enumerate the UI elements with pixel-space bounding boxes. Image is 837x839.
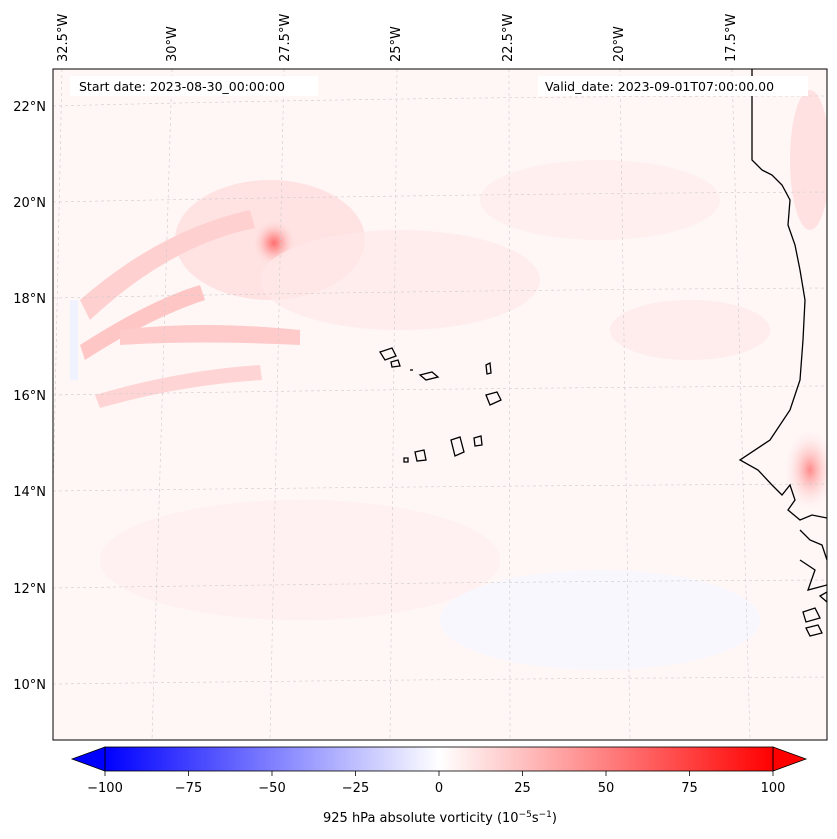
lon-tick-label: 32.5°W [56,14,71,62]
sao-nicolau-island [418,371,440,381]
map-frame [52,68,828,741]
colorbar-tick-label: 100 [761,781,786,796]
coast-south-segment [799,529,827,561]
colorbar-units-exp2: −1 [539,810,552,820]
brava-island [403,457,409,463]
lat-tick-label: 16°N [13,389,46,404]
colorbar-tick-label: −25 [342,781,369,796]
lat-tick-label: 14°N [13,485,46,500]
bissagos-island-1 [802,607,821,623]
bissagos-island-3 [818,591,827,603]
colorbar-ticks: −100 −75 −50 −25 0 25 50 75 100 [87,771,785,796]
bissagos-island-2 [805,624,823,637]
santo-antao-island [379,347,397,361]
lon-tick-label: 27.5°W [278,14,293,62]
lat-tick-label: 18°N [13,292,46,307]
lon-tick-label: 25°W [389,26,404,62]
sal-island [485,361,492,375]
colorbar: −100 −75 −50 −25 0 25 50 75 100 925 hPa absolute… [70,746,808,826]
colorbar-field-name: 925 hPa absolute vorticity [323,811,493,826]
colorbar-tick-label: 50 [598,781,615,796]
colorbar-units-base: (10 [497,811,519,826]
colorbar-tick-label: 0 [435,781,443,796]
fogo-island [414,449,427,462]
coastline [379,69,827,637]
boa-vista-island [485,391,502,406]
lon-tick-label: 30°W [165,26,180,62]
map-panel[interactable] [48,69,835,740]
lat-tick-label: 12°N [13,582,46,597]
colorbar-tick-label: −75 [175,781,202,796]
colorbar-max-extend [772,746,808,772]
colorbar-tick-label: 75 [681,781,698,796]
colorbar-positive-band [440,747,773,771]
west-africa-coast [738,69,827,521]
coast-south-segment-2 [799,559,827,591]
lat-tick-label: 22°N [13,100,46,115]
lon-tick-label: 20°W [612,26,627,62]
santiago-island [450,436,465,457]
valid-date-box [538,76,808,96]
sao-vicente-island [390,359,401,368]
maio-island [473,435,483,447]
lon-tick-label: 17.5°W [724,14,739,62]
gridlines [53,69,827,740]
latitude-ticks: 22°N 20°N 18°N 16°N 14°N 12°N 10°N [13,100,46,693]
vorticity-field [70,90,827,670]
lat-tick-label: 20°N [13,196,46,211]
colorbar-units-end: ) [552,811,557,826]
colorbar-tick-label: −50 [258,781,285,796]
colorbar-tick-label: 25 [514,781,531,796]
colorbar-units-mid: s [532,811,539,826]
colorbar-units-exp1: −5 [519,810,532,820]
start-date-box [70,76,318,96]
lon-tick-label: 22.5°W [501,14,516,62]
lat-tick-label: 10°N [13,678,46,693]
colorbar-tick-label: −100 [87,781,123,796]
valid-date-label: Valid_date: 2023-09-01T07:00:00.00 [545,79,774,94]
start-date-label: Start date: 2023-08-30_00:00:00 [79,79,285,94]
colorbar-negative-band [105,747,440,771]
colorbar-title: 925 hPa absolute vorticity (10−5s−1) [323,810,557,826]
colorbar-min-extend [70,746,106,772]
longitude-ticks: 32.5°W 30°W 27.5°W 25°W 22.5°W 20°W 17.5… [56,14,739,62]
